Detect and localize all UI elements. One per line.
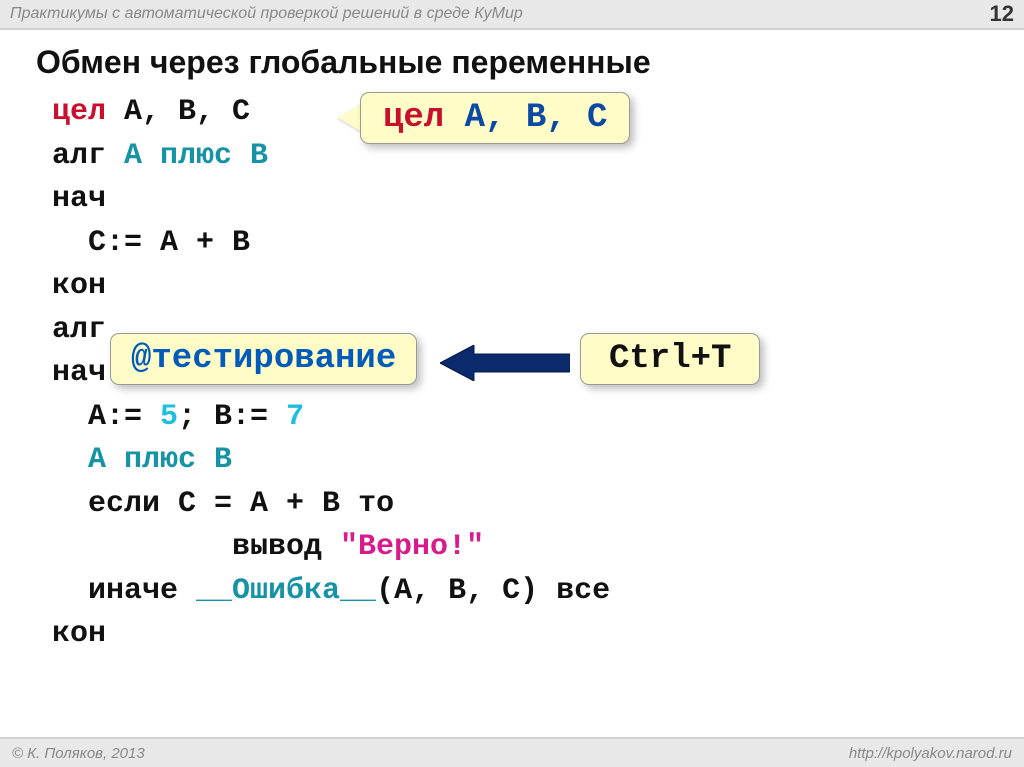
callout-decl-vars: A, B, C	[465, 99, 608, 137]
callout-ctrl-t: Ctrl+T	[580, 333, 760, 385]
code-line-9: A плюс B	[52, 439, 1024, 483]
kw-alg: алг	[52, 139, 124, 173]
callout-testing: @тестирование	[110, 333, 417, 385]
l10a: если C = A + B	[52, 487, 358, 521]
alg-name: A плюс B	[124, 139, 268, 173]
footer-bar: © К. Поляков, 2013 http://kpolyakov.naro…	[0, 737, 1024, 767]
l8b: ; B:=	[178, 400, 286, 434]
code-line-8: A:= 5; B:= 7	[52, 396, 1024, 440]
err-call: __Ошибка__	[196, 574, 376, 608]
l12b: (A, B, C)	[376, 574, 556, 608]
header-bar: Практикумы с автоматической проверкой ре…	[0, 0, 1024, 30]
code-line-10: если C = A + B то	[52, 483, 1024, 527]
kw-inache: иначе	[52, 574, 196, 608]
code-line-4: C:= A + B	[52, 222, 1024, 266]
code-line-13: кон	[52, 613, 1024, 657]
arrow-icon	[440, 345, 570, 381]
code-line-5: кон	[52, 265, 1024, 309]
page-number: 12	[990, 1, 1014, 27]
l8a: A:=	[52, 400, 160, 434]
num-7: 7	[286, 400, 304, 434]
callout-decl: цел A, B, C	[360, 92, 630, 144]
decl-vars: A, B, C	[106, 95, 250, 129]
num-5: 5	[160, 400, 178, 434]
slide-title: Обмен через глобальные переменные	[0, 30, 1024, 91]
footer-url: http://kpolyakov.narod.ru	[849, 745, 1012, 762]
kw-tsel: цел	[52, 95, 106, 129]
code-line-12: иначе __Ошибка__(A, B, C) все	[52, 570, 1024, 614]
callout-decl-tail	[338, 104, 362, 132]
kw-to: то	[358, 487, 394, 521]
code-line-3: нач	[52, 178, 1024, 222]
string-verno: "Верно!"	[340, 530, 484, 564]
code-line-11: вывод "Верно!"	[52, 526, 1024, 570]
header-title: Практикумы с автоматической проверкой ре…	[10, 5, 523, 23]
callout-decl-kw: цел	[383, 99, 465, 137]
l11a: вывод	[52, 530, 340, 564]
kw-vse: все	[556, 574, 610, 608]
footer-copyright: © К. Поляков, 2013	[12, 745, 145, 762]
